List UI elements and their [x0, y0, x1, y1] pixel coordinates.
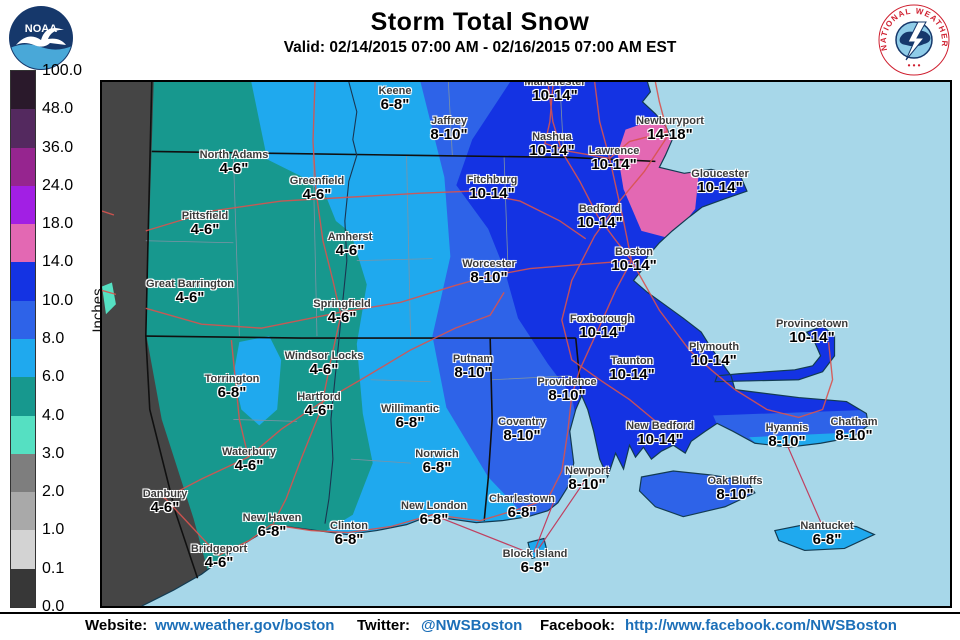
colorbar-tick: 2.0 [42, 483, 65, 501]
colorbar-segment [11, 338, 35, 378]
twitter-handle[interactable]: @NWSBoston [421, 617, 523, 634]
valid-time-subtitle: Valid: 02/14/2015 07:00 AM - 02/16/2015 … [283, 39, 677, 56]
page-title: Storm Total Snow [370, 8, 590, 36]
colorbar-segment [11, 492, 35, 531]
county-borders [145, 82, 570, 464]
colorbar-tick: 24.0 [42, 176, 74, 194]
colorbar-ticks: 100.0 48.0 36.0 24.0 18.0 14.0 10.0 8.0 6.0 4.0 3.… [42, 62, 94, 615]
footer-bar: Website: www.weather.gov/boston Twitter:… [0, 612, 960, 640]
colorbar-tick: 0.1 [42, 559, 65, 577]
colorbar-segment [11, 530, 35, 569]
colorbar-segment [11, 415, 35, 454]
highways [102, 82, 834, 557]
snowfall-map: Keene 6-8" Jaffrey 8-10" Manchester 10-1… [100, 80, 952, 608]
facebook-link[interactable]: http://www.facebook.com/NWSBoston [625, 617, 897, 634]
colorbar-tick: 36.0 [42, 138, 74, 156]
colorbar-tick: 6.0 [42, 368, 65, 386]
colorbar-segment [11, 568, 35, 607]
header: Storm Total Snow Valid: 02/14/2015 07:00… [0, 0, 960, 57]
colorbar-segment [11, 109, 35, 148]
colorbar-tick: 100.0 [42, 62, 83, 79]
colorbar [10, 70, 36, 608]
twitter-label: Twitter: [357, 617, 411, 634]
colorbar-tick: 4.0 [42, 406, 65, 424]
website-label: Website: [85, 617, 148, 634]
colorbar-segment [11, 185, 35, 225]
nws-stars: • • • [908, 61, 921, 70]
colorbar-segment [11, 147, 35, 186]
colorbar-segment [11, 262, 35, 301]
website-link[interactable]: www.weather.gov/boston [155, 617, 335, 634]
noaa-logo-text: NOAA [25, 23, 57, 35]
nws-logo-icon: NATIONAL WEATHER SERVICE • • • [878, 4, 950, 76]
colorbar-tick: 48.0 [42, 100, 74, 118]
colorbar-tick: 3.0 [42, 444, 65, 462]
colorbar-segment [11, 71, 35, 110]
connecticut-river [324, 82, 358, 524]
facebook-label: Facebook: [540, 617, 616, 634]
torrington-patch-6-8 [233, 336, 282, 426]
colorbar-segment [11, 453, 35, 493]
colorbar-tick: 18.0 [42, 215, 74, 233]
colorbar-tick: 1.0 [42, 521, 65, 539]
outside-area-ny [102, 82, 218, 606]
colorbar-tick: 14.0 [42, 253, 74, 271]
colorbar-tick: 0.0 [42, 598, 65, 615]
state-borders [144, 82, 656, 579]
patch-3-4 [102, 282, 116, 315]
colorbar-segment [11, 377, 35, 416]
colorbar-tick: 8.0 [42, 330, 65, 347]
map-canvas [102, 82, 950, 606]
ferry-routes [432, 437, 825, 555]
colorbar-segment [11, 300, 35, 339]
colorbar-segment [11, 224, 35, 263]
noaa-logo-icon: NOAA [9, 6, 73, 70]
colorbar-tick: 10.0 [42, 291, 74, 309]
